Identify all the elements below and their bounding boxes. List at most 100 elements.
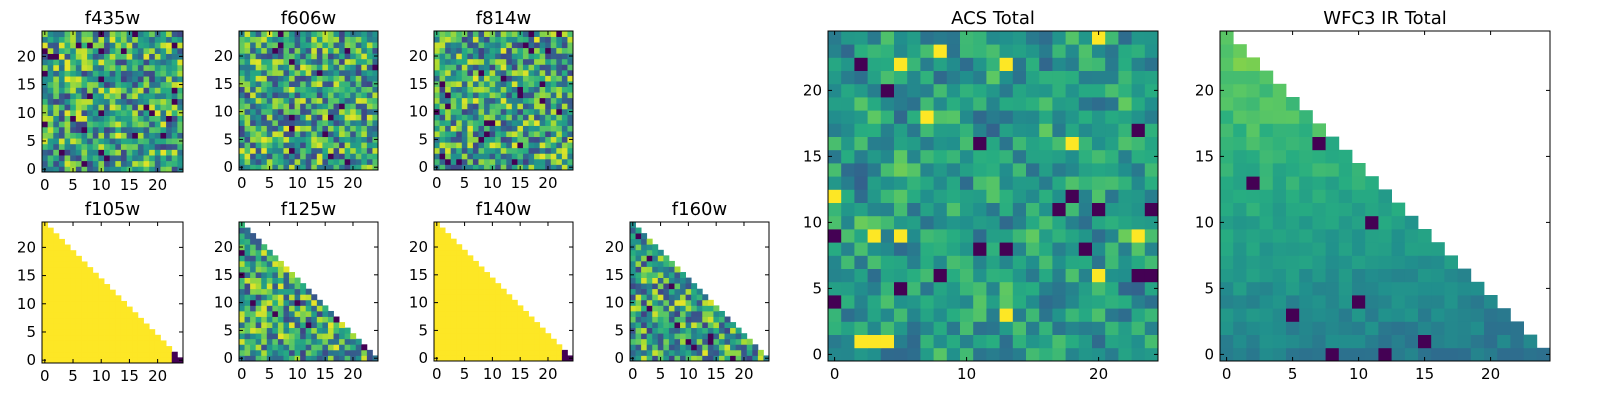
heatmap-cell: [104, 126, 111, 133]
heatmap-cell: [506, 125, 513, 132]
heatmap-cell: [960, 123, 974, 137]
heatmap-cell: [933, 176, 948, 190]
heatmap-cell: [104, 42, 111, 49]
heatmap-cell: [87, 42, 94, 49]
heatmap-cell: [828, 176, 842, 190]
heatmap-cell: [450, 260, 457, 267]
heatmap-cell: [652, 277, 659, 284]
heatmap-cell: [439, 272, 446, 278]
heatmap-cell: [75, 351, 82, 358]
heatmap-cell: [456, 260, 463, 267]
heatmap-cell: [149, 357, 156, 364]
heatmap-cell: [70, 284, 77, 291]
heatmap-cell: [92, 115, 99, 122]
heatmap-cell: [674, 277, 681, 284]
heatmap-cell: [64, 289, 71, 296]
heatmap-cell: [316, 42, 323, 49]
heatmap-cell: [132, 126, 139, 133]
heatmap-cell: [244, 119, 251, 126]
heatmap-cell: [316, 108, 323, 115]
heatmap-cell: [311, 119, 318, 126]
heatmap-cell: [81, 295, 88, 302]
heatmap-cell: [920, 347, 934, 362]
heatmap-cell: [1523, 347, 1538, 362]
heatmap-cell: [894, 136, 908, 151]
heatmap-cell: [456, 114, 463, 121]
heatmap-cell: [294, 333, 301, 340]
heatmap-cell: [907, 70, 921, 85]
heatmap-cell: [545, 125, 552, 132]
heatmap-cell: [1352, 176, 1366, 190]
heatmap-cell: [500, 147, 507, 154]
heatmap-cell: [933, 347, 948, 362]
heatmap-cell: [160, 121, 167, 128]
heatmap-cell: [528, 81, 535, 87]
heatmap-cell: [1026, 189, 1040, 203]
x-tick-label: 0: [237, 365, 247, 383]
heatmap-cell: [685, 333, 692, 340]
heatmap-cell: [244, 344, 251, 351]
heatmap-cell: [87, 53, 94, 60]
heatmap-cell: [539, 142, 546, 149]
heatmap-cell: [316, 114, 323, 121]
heatmap-cell: [327, 338, 334, 345]
heatmap-cell: [539, 58, 546, 65]
heatmap-cell: [47, 284, 54, 291]
heatmap-cell: [350, 125, 357, 132]
heatmap-cell: [467, 125, 474, 132]
heatmap-cell: [333, 316, 340, 323]
heatmap-cell: [137, 31, 144, 38]
heatmap-cell: [115, 70, 122, 77]
heatmap-cell: [300, 119, 307, 126]
heatmap-cell: [42, 87, 49, 94]
heatmap-cell: [472, 147, 479, 154]
heatmap-cell: [500, 142, 507, 149]
x-tick-label: 0: [1222, 365, 1232, 383]
heatmap-cell: [1026, 229, 1040, 243]
heatmap-cell: [894, 123, 908, 137]
heatmap-cell: [255, 349, 262, 356]
heatmap-cell: [646, 322, 653, 329]
heatmap-cell: [999, 163, 1014, 177]
heatmap-cell: [556, 125, 563, 132]
heatmap-cell: [305, 299, 312, 306]
heatmap-cell: [986, 31, 1000, 45]
heatmap-cell: [109, 76, 116, 83]
heatmap-cell: [47, 255, 54, 262]
heatmap-cell: [1272, 321, 1287, 335]
heatmap-cell: [1220, 97, 1234, 111]
heatmap-cell: [1365, 242, 1379, 256]
heatmap-cell: [98, 340, 105, 347]
heatmap-cell: [327, 142, 334, 149]
heatmap-cell: [439, 147, 446, 154]
heatmap-cell: [87, 166, 94, 173]
heatmap-cell: [1299, 347, 1313, 362]
heatmap-cell: [333, 31, 340, 37]
heatmap-cell: [635, 288, 642, 295]
heatmap-cell: [528, 158, 535, 165]
heatmap-cell: [635, 316, 642, 323]
heatmap-cell: [1378, 189, 1392, 203]
heatmap-cell: [657, 316, 664, 323]
heatmap-cell: [283, 355, 290, 362]
heatmap-cell: [316, 164, 323, 171]
y-tick-label: 20: [17, 238, 36, 256]
heatmap-cell: [160, 132, 167, 139]
heatmap-cell: [867, 57, 882, 71]
heatmap-cell: [467, 36, 474, 43]
heatmap-cell: [277, 108, 284, 115]
heatmap-cell: [250, 316, 257, 323]
heatmap-cell: [250, 294, 257, 301]
heatmap-cell: [561, 164, 568, 171]
heatmap-cell: [561, 42, 568, 49]
heatmap-cell: [300, 42, 307, 49]
y-tick-label: 20: [1195, 81, 1214, 99]
heatmap-cell: [289, 147, 295, 154]
heatmap-cell: [561, 31, 568, 37]
heatmap-cell: [1078, 321, 1093, 335]
heatmap-cell: [506, 158, 513, 165]
heatmap-cell: [561, 36, 568, 43]
heatmap-cell: [484, 142, 490, 149]
